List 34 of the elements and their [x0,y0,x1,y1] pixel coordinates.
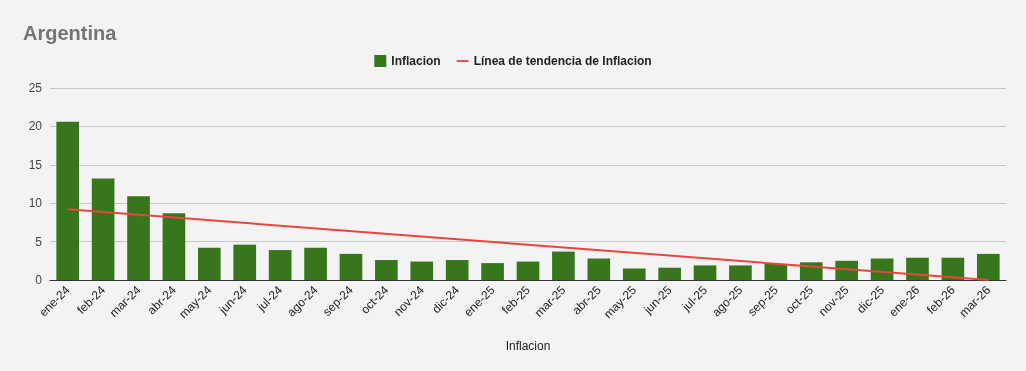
bar [445,260,469,280]
bar [764,263,788,280]
y-tick-label: 20 [28,119,43,134]
bar [304,247,327,280]
bar [162,213,186,280]
legend-label: Línea de tendencia de Inflacion [473,54,652,68]
bar [976,253,1000,280]
x-axis-title: Inflacion [505,339,551,353]
bar [375,260,398,280]
bar [516,261,540,280]
bar [729,265,752,280]
bar [91,178,115,280]
bar [233,244,257,280]
bar [622,268,646,280]
bar [870,258,894,280]
bar [658,267,681,280]
bar [906,257,929,280]
bar [410,261,434,280]
bar [56,121,80,280]
legend-label: Inflacion [391,54,441,68]
y-tick-label: 0 [35,273,43,287]
bar [339,253,363,280]
bar [693,265,717,280]
bar [481,263,504,280]
y-tick-label: 10 [28,196,43,211]
bar [587,258,611,280]
y-tick-label: 5 [35,234,43,249]
y-tick-label: 25 [28,81,43,95]
bar [268,250,292,280]
bar [552,251,575,280]
bar [127,196,150,280]
bar [198,247,221,280]
chart-title: Argentina [23,22,118,44]
y-tick-label: 15 [28,157,43,172]
